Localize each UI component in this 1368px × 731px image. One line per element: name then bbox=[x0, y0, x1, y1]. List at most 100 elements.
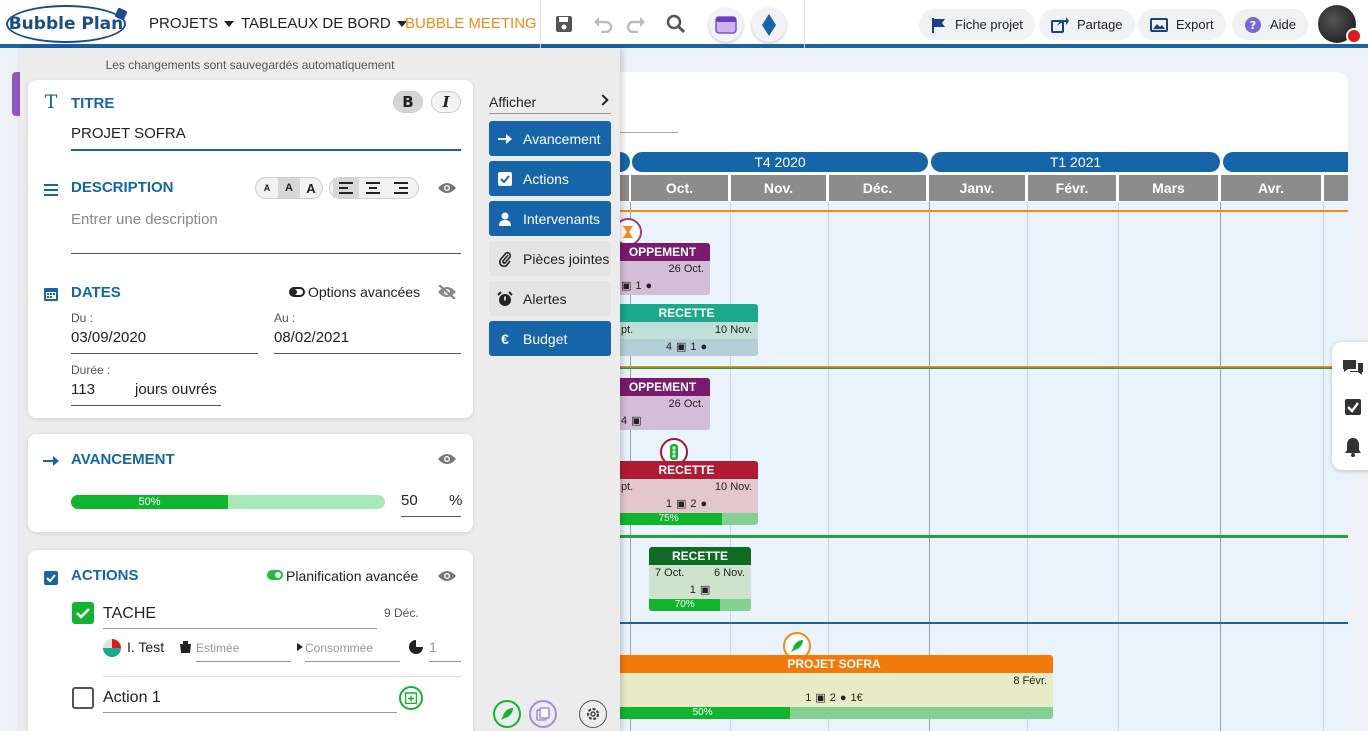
task-progress: 75% bbox=[615, 513, 723, 525]
redo-icon[interactable] bbox=[624, 12, 648, 36]
italic-button[interactable]: I bbox=[431, 91, 461, 113]
add-action-date-button[interactable] bbox=[399, 686, 423, 710]
toggle-actions-button[interactable]: Actions bbox=[489, 161, 611, 196]
eye-icon[interactable] bbox=[437, 452, 457, 466]
toggle-alertes-button[interactable]: Alertes bbox=[489, 281, 611, 316]
duree-input[interactable]: 113 bbox=[71, 381, 95, 398]
consommee-underline bbox=[305, 661, 400, 662]
svg-text:?: ? bbox=[1250, 19, 1256, 32]
align-center-icon bbox=[366, 182, 380, 194]
partage-label: Partage bbox=[1077, 17, 1123, 32]
calendar-view-button[interactable] bbox=[709, 8, 743, 42]
menu-label: Budget bbox=[523, 330, 568, 347]
launch-button[interactable] bbox=[493, 700, 521, 728]
avancement-label: AVANCEMENT bbox=[71, 451, 175, 468]
eye-icon[interactable] bbox=[437, 181, 457, 195]
action1-name[interactable]: Action 1 bbox=[103, 689, 161, 706]
eye-slash-icon[interactable] bbox=[437, 285, 457, 299]
chevron-right-icon bbox=[597, 94, 609, 106]
view-mode-button[interactable] bbox=[752, 8, 786, 42]
duplicate-button[interactable] bbox=[529, 700, 557, 728]
font-small-button[interactable]: A bbox=[263, 183, 271, 193]
top-bar: Bubble Plan PROJETS TABLEAUX DE BORD BUB… bbox=[0, 0, 1368, 48]
share-icon bbox=[1051, 16, 1069, 33]
export-button[interactable]: Export bbox=[1138, 9, 1226, 40]
toggle-pieces-jointes-button[interactable]: Pièces jointes bbox=[489, 241, 611, 276]
chat-icon[interactable] bbox=[1342, 356, 1364, 378]
font-medium-button[interactable]: A bbox=[278, 178, 300, 198]
eye-icon[interactable] bbox=[437, 569, 457, 583]
titre-underline bbox=[71, 149, 461, 151]
avancement-progress-bar[interactable]: 50% bbox=[71, 495, 385, 509]
task-developpement-2[interactable]: OPPEMENT 26 Oct. 4 ▣ bbox=[615, 378, 710, 430]
undo-icon[interactable] bbox=[591, 12, 615, 36]
estimee-input[interactable]: Estimée bbox=[196, 641, 240, 655]
general-card: T TITRE B I PROJET SOFRA DESCRIPTION A A… bbox=[28, 80, 473, 418]
align-center-button[interactable] bbox=[359, 178, 387, 198]
chevron-down-icon bbox=[396, 20, 407, 27]
text-icon: T bbox=[44, 91, 58, 113]
options-avancees-label: Options avancées bbox=[308, 284, 421, 300]
planification-toggle[interactable] bbox=[267, 570, 283, 580]
bubble-plan-logo[interactable]: Bubble Plan bbox=[6, 5, 128, 43]
du-label: Du : bbox=[71, 311, 94, 325]
afficher-dropdown[interactable]: Afficher bbox=[489, 94, 611, 114]
tache-name[interactable]: TACHE bbox=[103, 605, 157, 622]
task-start-date: 7 Oct. bbox=[655, 567, 685, 579]
avancement-input[interactable]: 50 bbox=[401, 492, 418, 509]
nav-bubble-meeting[interactable]: BUBBLE MEETING bbox=[405, 15, 537, 32]
search-icon[interactable] bbox=[664, 12, 688, 36]
nav-projets[interactable]: PROJETS bbox=[149, 15, 235, 32]
align-left-button[interactable] bbox=[333, 178, 359, 198]
euro-icon: € bbox=[501, 330, 509, 347]
font-large-button[interactable]: A bbox=[306, 180, 316, 196]
month-dec: Déc. bbox=[829, 175, 926, 201]
description-input[interactable]: Entrer une description bbox=[71, 211, 218, 228]
task-projet-sofra[interactable]: PROJET SOFRA 8 Févr. 1 ▣ 2 ● 1€ 50% bbox=[615, 655, 1053, 719]
calendar-icon bbox=[42, 285, 60, 303]
action1-checkbox[interactable] bbox=[72, 687, 94, 709]
notification-badge bbox=[1346, 28, 1362, 44]
actions-card: ACTIONS Planification avancée TACHE 9 Dé… bbox=[28, 550, 473, 731]
task-recette-3[interactable]: RECETTE 7 Oct. 6 Nov. 1 ▣ 70% bbox=[649, 547, 751, 611]
task-end-date: 8 Févr. bbox=[1013, 675, 1047, 687]
settings-button[interactable] bbox=[579, 700, 607, 728]
task-recette-2[interactable]: RECETTE pt. 10 Nov. 1 ▣ 2 ● 75% bbox=[615, 461, 758, 525]
bell-icon[interactable] bbox=[1342, 436, 1364, 458]
month-mars: Mars bbox=[1119, 175, 1218, 201]
date-fin-input[interactable]: 08/02/2021 bbox=[274, 329, 350, 346]
grid-line bbox=[1220, 202, 1221, 731]
save-icon[interactable] bbox=[552, 12, 576, 36]
gantt-input-underline bbox=[620, 132, 678, 133]
bold-button[interactable]: B bbox=[393, 91, 423, 113]
date-debut-input[interactable]: 03/09/2020 bbox=[71, 329, 147, 346]
partage-button[interactable]: Partage bbox=[1039, 9, 1135, 40]
fiche-projet-button[interactable]: Fiche projet bbox=[919, 9, 1035, 40]
paperclip-icon bbox=[497, 251, 513, 267]
action-separator bbox=[103, 676, 461, 677]
task-developpement-1[interactable]: OPPEMENT 26 Oct. ▣ 1 ● bbox=[615, 243, 710, 295]
consommee-input[interactable]: Consommée bbox=[305, 641, 374, 655]
options-avancees-toggle[interactable] bbox=[289, 287, 305, 297]
estimee-underline bbox=[196, 661, 291, 662]
task-count: 1 bbox=[635, 280, 642, 292]
pie-chart-icon bbox=[409, 640, 423, 654]
aide-label: Aide bbox=[1270, 17, 1297, 32]
nav-tableaux[interactable]: TABLEAUX DE BORD bbox=[241, 15, 407, 32]
toggle-avancement-button[interactable]: Avancement bbox=[489, 121, 611, 156]
actions-label: ACTIONS bbox=[71, 567, 139, 584]
user-icon bbox=[497, 211, 513, 227]
toggle-budget-button[interactable]: € Budget bbox=[489, 321, 611, 356]
task-check-icon[interactable] bbox=[1342, 396, 1364, 418]
tache-checkbox[interactable] bbox=[72, 602, 94, 624]
task-recette-1[interactable]: RECETTE pt. 10 Nov. 4 ▣ 1 ● bbox=[615, 304, 758, 356]
align-right-button[interactable] bbox=[387, 178, 415, 198]
month-janv: Janv. bbox=[929, 175, 1025, 201]
aide-button[interactable]: ? Aide bbox=[1232, 9, 1309, 40]
titre-input[interactable]: PROJET SOFRA bbox=[71, 125, 186, 142]
progress-fill: 50% bbox=[71, 495, 228, 509]
toggle-intervenants-button[interactable]: Intervenants bbox=[489, 201, 611, 236]
tache-assignee[interactable]: I. Test bbox=[127, 639, 165, 655]
align-group bbox=[329, 177, 419, 199]
task-progress: 70% bbox=[649, 599, 721, 611]
